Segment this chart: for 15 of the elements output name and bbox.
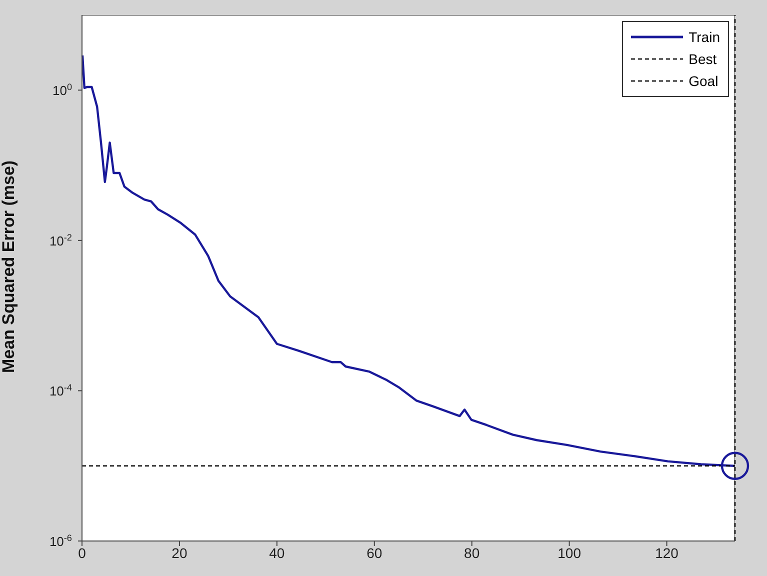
x-tick-label: 100 — [558, 544, 582, 561]
x-tick-label: 0 — [78, 544, 86, 561]
y-tick-label: 10$^{-6}$ — [49, 533, 72, 549]
y-tick-label: 10$^{-2}$ — [49, 232, 72, 248]
x-tick-label: 60 — [366, 544, 382, 561]
x-tick-label: 80 — [464, 544, 480, 561]
y-tick-label: 10$^{0}$ — [52, 82, 72, 98]
legend-label: Goal — [688, 72, 718, 91]
x-tick-label: 40 — [269, 544, 285, 561]
x-tick-label: 120 — [655, 544, 679, 561]
x-tick-label: 20 — [172, 544, 188, 561]
y-tick-label: 10$^{-4}$ — [49, 382, 72, 399]
legend-label: Best — [688, 50, 717, 69]
legend-label: Train — [688, 28, 720, 47]
y-axis-title: Mean Squared Error (mse) — [0, 160, 18, 373]
